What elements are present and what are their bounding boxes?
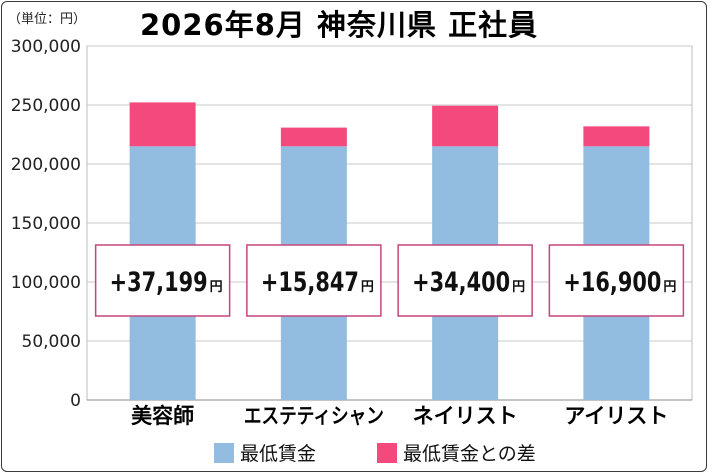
- unit-label: （単位：円）: [8, 12, 87, 27]
- bar-diff: [280, 127, 347, 147]
- x-tick-label: エステティシャン: [244, 404, 384, 428]
- legend-label: 最低賃金との差: [403, 443, 536, 465]
- y-tick-label: 0: [70, 391, 81, 411]
- difference-box: [94, 244, 231, 317]
- difference-unit: 円: [663, 280, 676, 295]
- legend-swatch: [377, 443, 397, 463]
- difference-unit: 円: [210, 280, 223, 295]
- legend-swatch: [214, 443, 234, 463]
- y-tick-label: 200,000: [11, 155, 81, 175]
- bar-diff: [129, 102, 196, 147]
- bar-diff: [432, 105, 499, 147]
- difference-unit: 円: [361, 280, 374, 295]
- x-tick-label: ネイリスト: [413, 404, 518, 428]
- difference-value: +34,400: [412, 267, 510, 298]
- difference-value: +37,199: [110, 267, 208, 298]
- y-tick-label: 300,000: [11, 37, 81, 57]
- y-tick-label: 100,000: [11, 273, 81, 293]
- difference-unit: 円: [512, 280, 525, 295]
- difference-box: [548, 244, 685, 317]
- legend-label: 最低賃金: [240, 443, 316, 465]
- difference-box: [246, 244, 382, 317]
- bar-diff: [583, 126, 650, 147]
- x-tick-label: アイリスト: [564, 404, 668, 428]
- y-tick-label: 50,000: [22, 332, 81, 352]
- difference-value: +16,900: [563, 267, 661, 298]
- difference-box: [397, 244, 533, 317]
- y-tick-label: 250,000: [11, 96, 81, 116]
- chart-title: 2026年8月 神奈川県 正社員: [140, 8, 539, 42]
- difference-value: +15,847: [261, 267, 359, 298]
- x-tick-label: 美容師: [131, 404, 194, 428]
- y-tick-label: 150,000: [11, 214, 81, 234]
